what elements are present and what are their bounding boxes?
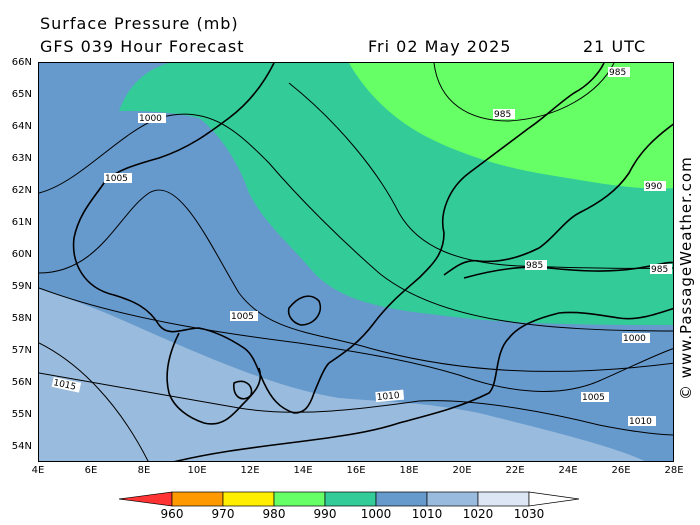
isobar-label-1000-se: 1000 [622,333,650,344]
coast-sweden-east [328,63,605,364]
isobar-985-south [288,82,673,269]
legend-label: 1010 [411,507,443,521]
isobar-985-north [433,63,615,122]
svg-text:985: 985 [494,110,511,120]
coast-baltic-south [173,307,673,461]
isobar-label-1000-nw: 1000 [138,113,166,124]
lon-label: 20E [452,465,472,476]
lat-label: 60N [11,249,32,260]
isobar-label-985-s: 985 [525,260,547,271]
coast-norway-sweden-west [72,63,330,414]
lon-label: 28E [664,465,684,476]
lat-label: 58N [11,313,32,324]
svg-text:985: 985 [609,68,626,78]
svg-text:1005: 1005 [231,312,254,322]
legend-label: 1020 [462,507,494,521]
legend-swatch [118,491,173,507]
legend-label: 1000 [360,507,392,521]
svg-text:1010: 1010 [629,417,652,427]
pressure-legend-bar [118,491,580,507]
coast-gotland [287,295,321,326]
isobar-1000 [39,113,673,332]
lon-label: 22E [505,465,525,476]
svg-text:990: 990 [645,182,662,192]
lat-label: 66N [11,57,32,68]
svg-text:1000: 1000 [623,334,646,344]
isobar-label-985-se: 985 [650,264,672,275]
legend-swatch [477,491,530,507]
lon-label: 6E [84,465,98,476]
lat-label: 62N [11,185,32,196]
lat-label: 54N [11,441,32,452]
isobar-1005-south [39,287,673,392]
svg-text:985: 985 [651,265,668,275]
lat-label: 59N [11,281,32,292]
legend-label: 990 [313,507,337,521]
legend-label: 960 [160,507,184,521]
lon-label: 10E [187,465,207,476]
coast-finland [443,123,673,276]
legend-swatch [426,491,479,507]
pressure-map-svg: 985 985 990 985 985 1000 1005 1005 1000 … [39,63,673,461]
isobar-label-1010-se: 1010 [628,416,656,427]
forecast-time: 21 UTC [583,37,647,56]
lat-label: 61N [11,217,32,228]
svg-text:1005: 1005 [105,174,128,184]
legend-swatch [528,491,580,507]
svg-text:985: 985 [526,261,543,271]
lat-label: 57N [11,345,32,356]
coastlines [72,63,673,461]
copyright-text: © www.PassageWeather.com [677,156,695,400]
legend-swatch [171,491,224,507]
forecast-subtitle: GFS 039 Hour Forecast [40,37,245,56]
legend-swatch [273,491,326,507]
lon-label: 4E [31,465,45,476]
lon-label: 26E [611,465,631,476]
lat-label: 56N [11,377,32,388]
lon-label: 12E [240,465,260,476]
isobar-label-985-n: 985 [493,109,515,120]
legend-label: 1030 [513,507,545,521]
legend-swatch [324,491,377,507]
forecast-date: Fri 02 May 2025 [368,37,512,56]
legend-swatch [222,491,275,507]
lon-label: 14E [293,465,313,476]
isobar-label-985-ne: 985 [608,67,630,78]
isobar-label-1005-c: 1005 [230,311,258,322]
legend-swatch [375,491,428,507]
isobar-label-990: 990 [644,181,666,192]
lat-label: 64N [11,121,32,132]
isobar-label-1005-se: 1005 [581,392,609,403]
legend-label: 970 [211,507,235,521]
isobar-label-1005-nw: 1005 [104,173,132,184]
pressure-map: 985 985 990 985 985 1000 1005 1005 1000 … [38,62,674,462]
isobar-labels: 985 985 990 985 985 1000 1005 1005 1000 … [51,67,672,427]
svg-text:1005: 1005 [582,393,605,403]
svg-text:1010: 1010 [376,391,400,403]
lon-label: 24E [558,465,578,476]
isobar-1005 [39,189,673,372]
isobar-label-1010-c: 1010 [375,389,405,403]
isobar-1010 [39,372,673,436]
lat-label: 55N [11,409,32,420]
coast-zealand [233,380,253,400]
lon-label: 16E [346,465,366,476]
pressure-band-985-990 [349,63,673,189]
svg-text:1000: 1000 [139,114,162,124]
svg-text:1015: 1015 [52,378,76,393]
isobar-1015 [39,342,149,461]
isobars [39,63,673,461]
lat-label: 65N [11,89,32,100]
isobar-label-1015: 1015 [51,376,82,393]
legend-label: 980 [262,507,286,521]
lat-label: 63N [11,153,32,164]
coast-denmark [166,332,262,425]
map-title: Surface Pressure (mb) [40,14,239,33]
lon-label: 8E [137,465,151,476]
lon-label: 18E [399,465,419,476]
